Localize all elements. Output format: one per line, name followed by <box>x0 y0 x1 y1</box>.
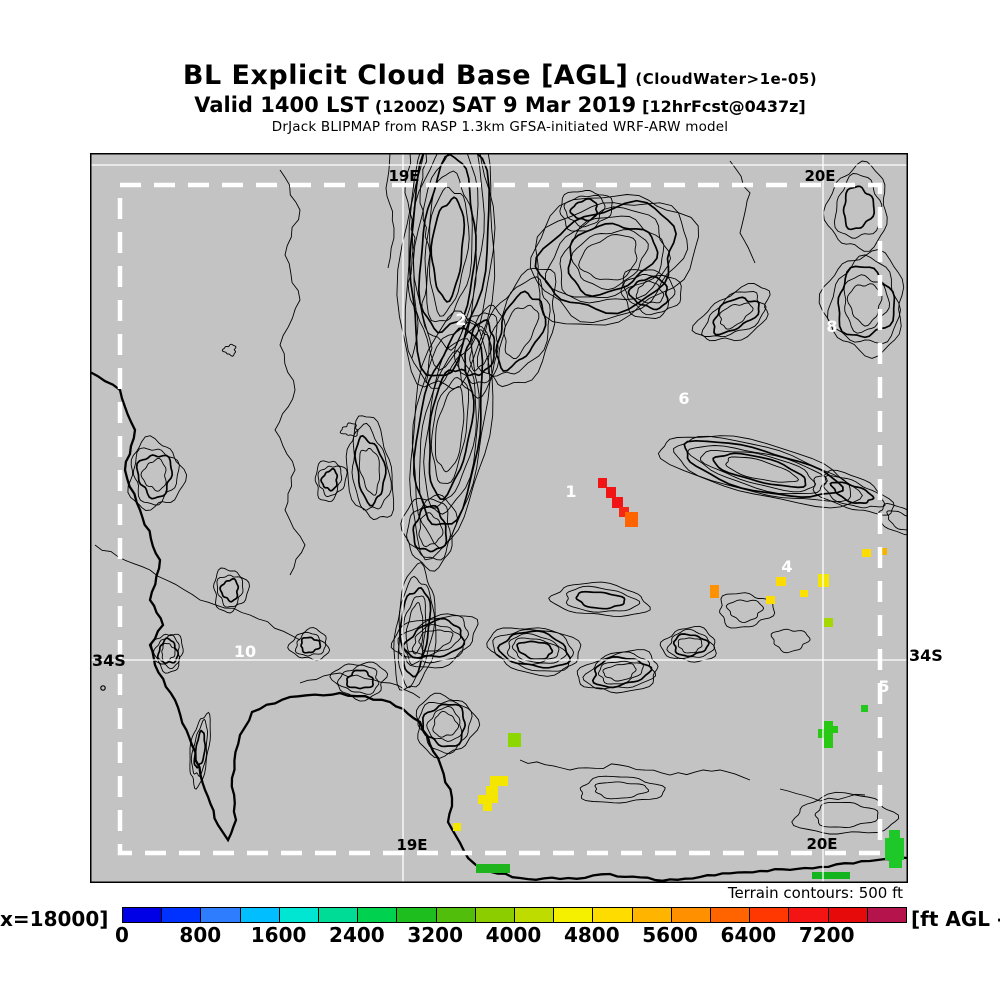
cloudbase-cell <box>861 705 868 712</box>
title-main: BL Explicit Cloud Base [AGL] <box>182 60 629 91</box>
colorbar-segment <box>475 908 516 922</box>
cloudbase-cell <box>879 548 887 555</box>
colorbar-segment <box>867 908 907 922</box>
colorbar-tick-label: 0 <box>115 923 129 947</box>
map-canvas: 19E 20E 19E 20E 2 8 6 1 4 10 5 <box>90 153 908 883</box>
region-number-label: 10 <box>234 642 256 661</box>
cloudbase-cell <box>800 590 808 597</box>
colorbar-segment <box>162 908 202 922</box>
colorbar-tick-label: 7200 <box>798 923 855 947</box>
colorbar-segment <box>554 908 594 922</box>
colorbar-segment <box>828 908 868 922</box>
max-value-label: x=18000] <box>0 907 109 931</box>
region-number-label: 2 <box>455 310 466 329</box>
cloudbase-cell <box>606 487 616 498</box>
region-number-label: 4 <box>781 557 792 576</box>
cloudbase-cell <box>818 729 824 738</box>
colorbar <box>122 907 907 923</box>
lat-label-left: 34S <box>92 651 126 670</box>
cloudbase-cell <box>889 860 902 868</box>
colorbar-tick-label: 2400 <box>329 923 385 947</box>
domain-boundary <box>117 182 883 856</box>
colorbar-segment <box>750 908 790 922</box>
region-number-label: 8 <box>826 317 837 336</box>
cloudbase-cell <box>476 864 510 873</box>
cloudbase-cell <box>598 478 607 488</box>
cloudbase-cell <box>453 823 461 831</box>
colorbar-segment <box>593 908 633 922</box>
cloudbase-cell <box>710 585 719 598</box>
valid-time-line: Valid 1400 LST (1200Z) SAT 9 Mar 2019 [12hr… <box>0 93 1000 117</box>
colorbar-segment <box>123 908 163 922</box>
cloudbase-cell <box>612 497 623 508</box>
colorbar-segment <box>515 908 555 922</box>
colorbar-segment <box>632 908 672 922</box>
region-number-label: 5 <box>878 677 889 696</box>
terrain-contour-note: Terrain contours: 500 ft <box>727 884 903 902</box>
cloudbase-cell <box>862 549 871 557</box>
colorbar-segment <box>279 908 320 922</box>
colorbar-tick-label: 3200 <box>407 923 464 947</box>
colorbar-tick-label: 800 <box>179 923 222 947</box>
cloudbase-cell <box>812 872 850 879</box>
valid-zulu: (1200Z) <box>374 97 446 116</box>
terrain-contours <box>94 153 908 835</box>
coastline <box>90 370 908 882</box>
cloudbase-cell <box>486 786 498 803</box>
latlon-grid <box>90 153 908 883</box>
grid-label: 20E <box>804 167 835 185</box>
colorbar-segment <box>358 908 398 922</box>
grid-label: 19E <box>388 167 419 185</box>
colorbar-segment <box>789 908 829 922</box>
colorbar-segment <box>240 908 280 922</box>
cloudbase-cell <box>824 721 833 748</box>
page-title: BL Explicit Cloud Base [AGL] (CloudWater>… <box>0 60 1000 91</box>
colorbar-segment <box>671 908 712 922</box>
cloudbase-cell <box>490 776 508 786</box>
colorbar-ticks: 0 800 1600 2400 3200 4000 4800 5600 6400 7200 <box>115 923 912 949</box>
region-number-label: 6 <box>678 389 689 408</box>
colorbar-tick-label: 4800 <box>563 923 620 947</box>
region-number-label: 1 <box>565 482 576 501</box>
colorbar-segment <box>201 908 241 922</box>
cloudbase-cell <box>824 618 833 627</box>
map-labels: 19E 20E 19E 20E 2 8 6 1 4 10 5 <box>234 167 890 854</box>
cloudbase-cell <box>889 830 900 838</box>
colorbar-tick-label: 1600 <box>250 923 307 947</box>
cloudbase-cell <box>885 838 904 860</box>
grid-label: 19E <box>396 836 427 854</box>
valid-fcst: [12hrFcst@0437z] <box>642 97 806 116</box>
map-border <box>90 153 908 883</box>
island-contour <box>100 685 106 691</box>
map-plot: 19E 20E 19E 20E 2 8 6 1 4 10 5 <box>90 153 908 883</box>
cloudbase-cell <box>478 795 486 804</box>
cloudbase-cell <box>625 512 638 527</box>
title-qualifier: (CloudWater>1e-05) <box>635 70 818 88</box>
colorbar-tick-label: 6400 <box>720 923 777 947</box>
valid-prefix: Valid 1400 LST <box>194 93 369 117</box>
colorbar-segment <box>711 908 751 922</box>
colorbar-tick-label: 5600 <box>642 923 698 947</box>
cloudbase-cell <box>619 507 629 517</box>
units-label: [ft AGL - n <box>911 907 1000 931</box>
colorbar-tick-label: 4000 <box>485 923 542 947</box>
cloudbase-cell <box>508 733 521 747</box>
cloudbase-cell <box>833 726 838 733</box>
cloudbase-cell <box>766 596 775 604</box>
cloudbase-cell <box>776 577 786 586</box>
colorbar-segment <box>397 908 437 922</box>
lat-label-right: 34S <box>909 646 943 665</box>
model-line: DrJack BLIPMAP from RASP 1.3km GFSA-init… <box>271 119 729 135</box>
colorbar-segment <box>436 908 476 922</box>
grid-label: 20E <box>806 835 837 853</box>
colorbar-segment <box>319 908 359 922</box>
valid-date: SAT 9 Mar 2019 <box>451 93 637 117</box>
cloudbase-cells <box>453 478 904 879</box>
cloudbase-cell <box>483 803 492 811</box>
